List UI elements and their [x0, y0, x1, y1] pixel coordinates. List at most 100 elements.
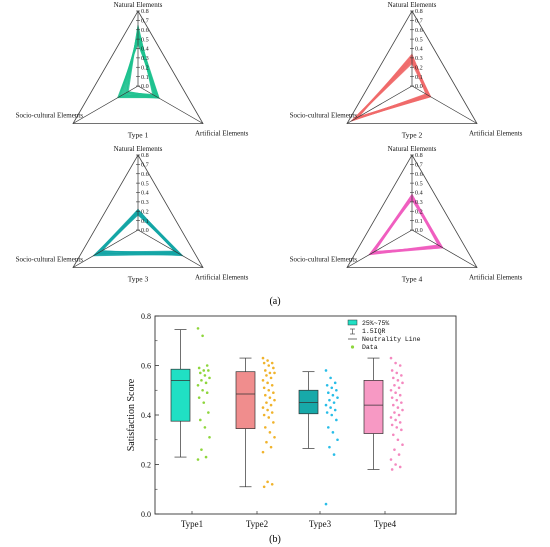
data-point — [204, 455, 208, 459]
radar-tick-label: 0.5 — [141, 36, 149, 43]
data-point — [270, 361, 274, 365]
data-point — [273, 371, 276, 375]
data-point — [324, 369, 328, 372]
radar-tick-label: 0.5 — [415, 36, 423, 43]
data-point — [329, 376, 332, 380]
radar-axis-label-natural: Natural Elements — [388, 1, 437, 9]
box-group-type1: Type1 — [170, 327, 211, 529]
legend-label: Data — [362, 344, 378, 351]
radar-axis-label-natural: Natural Elements — [114, 145, 163, 153]
radar-axis-label-artificial: Artificial Elements — [195, 274, 249, 282]
data-point — [398, 421, 402, 424]
data-point — [264, 393, 267, 397]
data-point — [270, 483, 274, 486]
radar-axis-label-natural: Natural Elements — [114, 1, 163, 9]
radar-tick-label: 0.1 — [141, 74, 149, 81]
data-point — [262, 361, 266, 365]
data-point — [324, 403, 328, 407]
data-point — [390, 468, 394, 471]
data-point — [392, 403, 395, 407]
data-point — [199, 418, 202, 422]
radar-series-polygon — [373, 197, 442, 253]
data-point — [400, 401, 403, 404]
box-group-type4: Type4 — [363, 356, 404, 529]
data-point — [265, 374, 268, 377]
data-point — [204, 381, 208, 385]
data-point — [203, 374, 207, 377]
radar-spoke — [137, 229, 204, 268]
data-point — [266, 480, 269, 484]
box-group-type3: Type3 — [298, 369, 339, 529]
radar-tick-label: 0.2 — [141, 64, 149, 71]
radar-tick-label: 0.0 — [415, 227, 423, 234]
data-point — [197, 366, 201, 370]
data-point — [390, 369, 394, 372]
data-point — [262, 485, 266, 489]
data-point — [196, 384, 200, 387]
data-point — [335, 388, 338, 392]
data-point — [336, 396, 339, 399]
x-tick-label: Type2 — [246, 519, 268, 529]
data-point — [270, 384, 274, 387]
data-point — [392, 376, 395, 380]
data-point — [389, 356, 393, 360]
radar-series-polygon — [99, 211, 179, 254]
data-point — [333, 408, 337, 412]
data-point — [332, 453, 336, 456]
data-point — [200, 379, 203, 382]
legend-label: 25%~75% — [362, 320, 389, 327]
radar-series-polygon — [126, 30, 158, 98]
data-point — [272, 421, 275, 424]
radar-axis-label-artificial: Artificial Elements — [195, 130, 249, 138]
radar-tick-label: 0.8 — [415, 8, 423, 15]
data-point — [262, 413, 266, 417]
data-point — [197, 396, 201, 399]
data-point — [268, 371, 272, 375]
legend-label: 1.5IQR — [362, 328, 386, 335]
data-point — [264, 369, 267, 372]
data-point — [270, 411, 274, 414]
data-point — [261, 356, 265, 360]
data-point — [265, 401, 268, 404]
data-point — [393, 448, 396, 451]
data-point — [261, 406, 265, 409]
data-point — [332, 401, 336, 404]
data-point — [268, 396, 272, 399]
data-point — [331, 393, 335, 397]
radar-spoke — [72, 85, 139, 124]
data-point — [200, 448, 203, 451]
radar-tick-label: 0.3 — [415, 199, 423, 206]
radar-axis-label-artificial: Artificial Elements — [469, 274, 523, 282]
data-point — [398, 393, 402, 397]
radar-tick-label: 0.0 — [415, 83, 423, 90]
radar-tick-label: 0.7 — [141, 162, 149, 169]
radar-caption: Type 1 — [128, 131, 149, 140]
radar-axis-label-socio-cultural: Socio-cultural Elements — [290, 256, 358, 264]
data-point — [330, 386, 334, 390]
data-point — [394, 361, 397, 365]
radar-tick-label: 0.4 — [141, 46, 149, 53]
data-point — [267, 416, 271, 419]
data-point — [397, 453, 401, 456]
data-point — [325, 411, 329, 414]
radar-spoke — [137, 85, 204, 124]
data-point — [396, 438, 400, 442]
data-point — [269, 403, 273, 407]
radar-tick-label: 0.7 — [415, 162, 423, 169]
boxplot-panel-b: 0.0 0.2 0.4 0.6 0.8 Satisfaction Score Type1 Ty… — [126, 312, 457, 529]
radar-series-polygon — [372, 198, 442, 254]
data-point — [203, 426, 207, 429]
data-point — [336, 438, 339, 442]
data-point — [393, 384, 396, 387]
data-point — [202, 369, 206, 372]
data-point — [330, 413, 334, 417]
data-point — [398, 465, 402, 469]
data-point — [397, 386, 401, 390]
data-point — [273, 435, 276, 439]
data-point — [401, 443, 404, 447]
plot-frame — [154, 315, 457, 515]
radar-series-polygon — [123, 31, 160, 99]
